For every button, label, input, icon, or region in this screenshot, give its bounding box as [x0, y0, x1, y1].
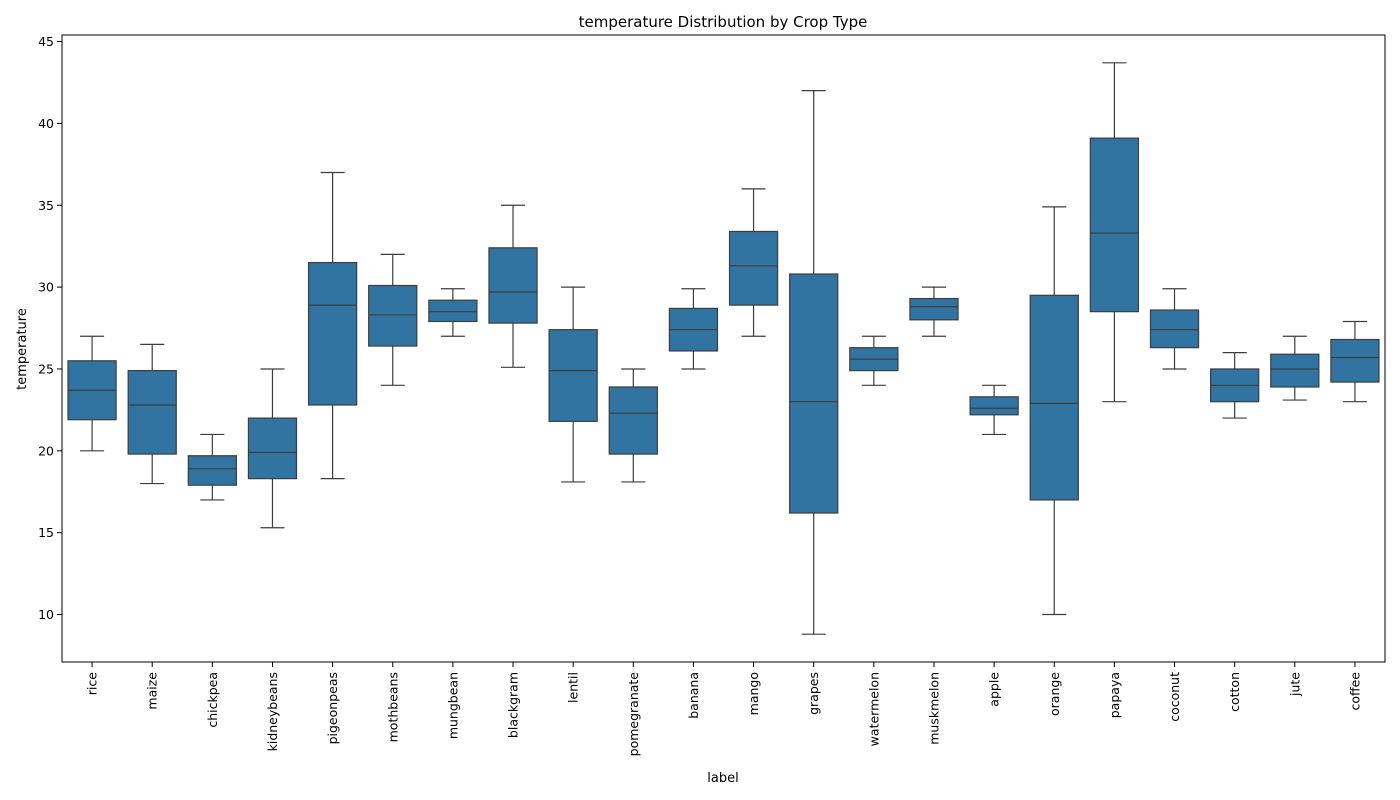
box-muskmelon — [909, 297, 959, 321]
box-group-watermelon — [849, 335, 899, 386]
box-group-mango — [728, 188, 779, 337]
axes-frame — [61, 34, 1386, 663]
box-group-lentil — [548, 286, 598, 483]
x-tick-label: lentil — [566, 672, 581, 703]
box-group-orange — [1029, 206, 1079, 616]
x-tick-label: mango — [746, 672, 761, 715]
box-group-apple — [969, 384, 1019, 436]
box-lentil — [548, 329, 598, 422]
box-group-pigeonpeas — [307, 171, 358, 480]
x-tick-label: rice — [85, 672, 100, 695]
x-tick-label: cotton — [1227, 672, 1242, 712]
box-group-grapes — [789, 90, 839, 635]
x-tick-label: coconut — [1167, 672, 1182, 722]
x-tick-label: chickpea — [205, 672, 220, 728]
box-group-mothbeans — [368, 253, 418, 386]
box-group-blackgram — [488, 204, 538, 368]
y-tick-label: 40 — [38, 116, 54, 131]
y-tick-label: 20 — [38, 443, 54, 458]
box-chickpea — [187, 455, 237, 486]
x-tick-label: grapes — [806, 672, 821, 715]
y-tick-label: 15 — [38, 525, 54, 540]
x-tick-label: muskmelon — [926, 672, 941, 745]
box-group-chickpea — [187, 433, 237, 501]
box-orange — [1029, 294, 1079, 501]
box-coffee — [1330, 338, 1380, 383]
box-group-pomegranate — [608, 368, 658, 483]
box-mungbean — [428, 299, 478, 323]
box-group-kidneybeans — [247, 368, 298, 529]
x-tick-label: jute — [1287, 672, 1302, 697]
plot-area: 10 15 20 25 30 35 40 45 rice maize chickpea kidneyb… — [38, 34, 1386, 757]
box-papaya — [1089, 137, 1140, 313]
box-mango — [728, 230, 779, 306]
x-tick-label: mungbean — [445, 672, 460, 739]
box-coconut — [1149, 309, 1200, 349]
x-tick-label: blackgram — [506, 672, 521, 738]
y-axis-label: temperature — [15, 308, 30, 390]
x-tick-label: banana — [686, 672, 701, 719]
box-group-rice — [67, 335, 117, 452]
box-group-coconut — [1149, 288, 1200, 370]
box-pigeonpeas — [307, 261, 358, 406]
box-group-jute — [1270, 335, 1320, 401]
box-blackgram — [488, 247, 538, 324]
box-pomegranate — [608, 386, 658, 455]
y-tick-label: 25 — [38, 361, 54, 376]
chart-title: temperature Distribution by Crop Type — [579, 13, 868, 31]
box-jute — [1270, 353, 1320, 388]
box-grapes — [789, 273, 839, 514]
box-group-maize — [127, 343, 177, 485]
box-group-cotton — [1210, 351, 1260, 419]
box-kidneybeans — [247, 417, 298, 480]
x-tick-label: pomegranate — [626, 672, 641, 757]
x-tick-label: apple — [987, 672, 1002, 707]
box-group-coffee — [1330, 320, 1380, 403]
box-group-papaya — [1089, 62, 1140, 403]
x-tick-label: mothbeans — [385, 672, 400, 742]
y-tick-label: 10 — [38, 607, 54, 622]
x-tick-label: watermelon — [866, 672, 881, 746]
box-mothbeans — [368, 284, 418, 347]
x-axis-label: label — [707, 771, 738, 786]
box-group-banana — [668, 288, 719, 370]
box-apple — [969, 396, 1019, 416]
x-tick-label: maize — [145, 672, 160, 710]
x-tick-label: kidneybeans — [265, 672, 280, 751]
x-tick-label: pigeonpeas — [325, 672, 340, 744]
y-tick-label: 45 — [38, 34, 54, 49]
box-maize — [127, 370, 177, 455]
x-tick-label: papaya — [1107, 672, 1122, 718]
box-group-mungbean — [428, 288, 478, 337]
x-tick-label: coffee — [1347, 672, 1362, 711]
box-group-muskmelon — [909, 286, 959, 337]
y-tick-label: 30 — [38, 280, 54, 295]
x-tick-label: orange — [1047, 672, 1062, 716]
y-tick-label: 35 — [38, 198, 54, 213]
